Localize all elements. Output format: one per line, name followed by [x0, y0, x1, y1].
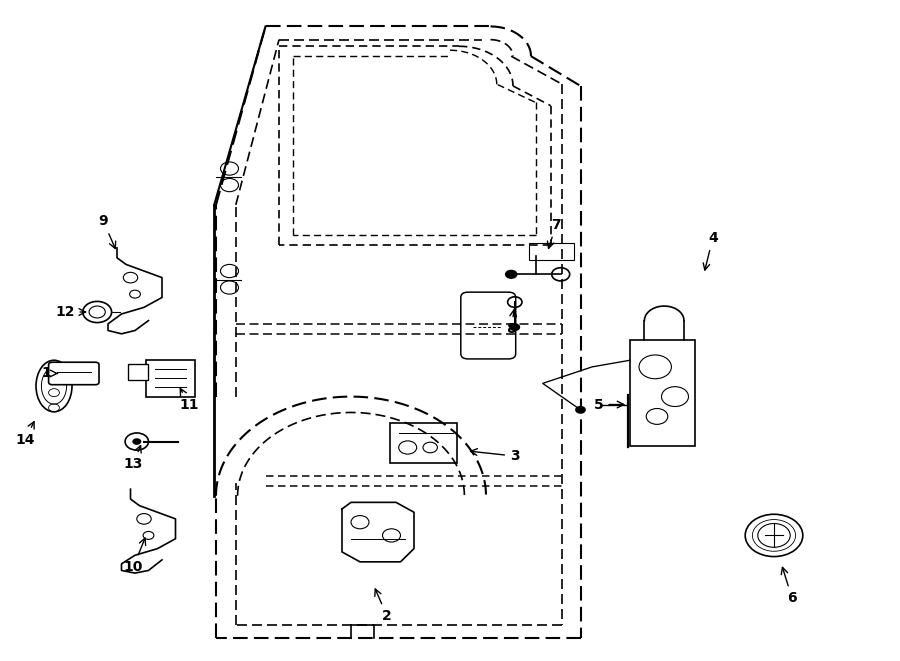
Text: 4: 4 — [703, 231, 717, 270]
Circle shape — [132, 438, 141, 445]
Circle shape — [509, 323, 520, 331]
Text: 6: 6 — [781, 567, 797, 605]
Bar — [128, 364, 148, 380]
Text: 1: 1 — [42, 366, 58, 381]
Bar — [529, 243, 574, 260]
Bar — [630, 340, 695, 446]
Text: 3: 3 — [471, 449, 519, 463]
FancyBboxPatch shape — [461, 292, 516, 359]
Text: 2: 2 — [374, 589, 392, 623]
Text: 12: 12 — [55, 305, 86, 319]
Text: 7: 7 — [547, 217, 561, 249]
Text: 8: 8 — [507, 309, 517, 336]
Bar — [390, 423, 457, 463]
Circle shape — [505, 270, 518, 279]
Text: 14: 14 — [15, 422, 35, 447]
Text: 5: 5 — [594, 397, 624, 412]
Ellipse shape — [36, 360, 72, 412]
Bar — [146, 360, 195, 397]
Text: 10: 10 — [123, 538, 146, 574]
Text: 11: 11 — [179, 389, 199, 412]
Circle shape — [575, 406, 586, 414]
FancyBboxPatch shape — [49, 362, 99, 385]
Text: 9: 9 — [99, 214, 116, 249]
Text: 13: 13 — [123, 446, 143, 471]
Ellipse shape — [41, 368, 67, 404]
